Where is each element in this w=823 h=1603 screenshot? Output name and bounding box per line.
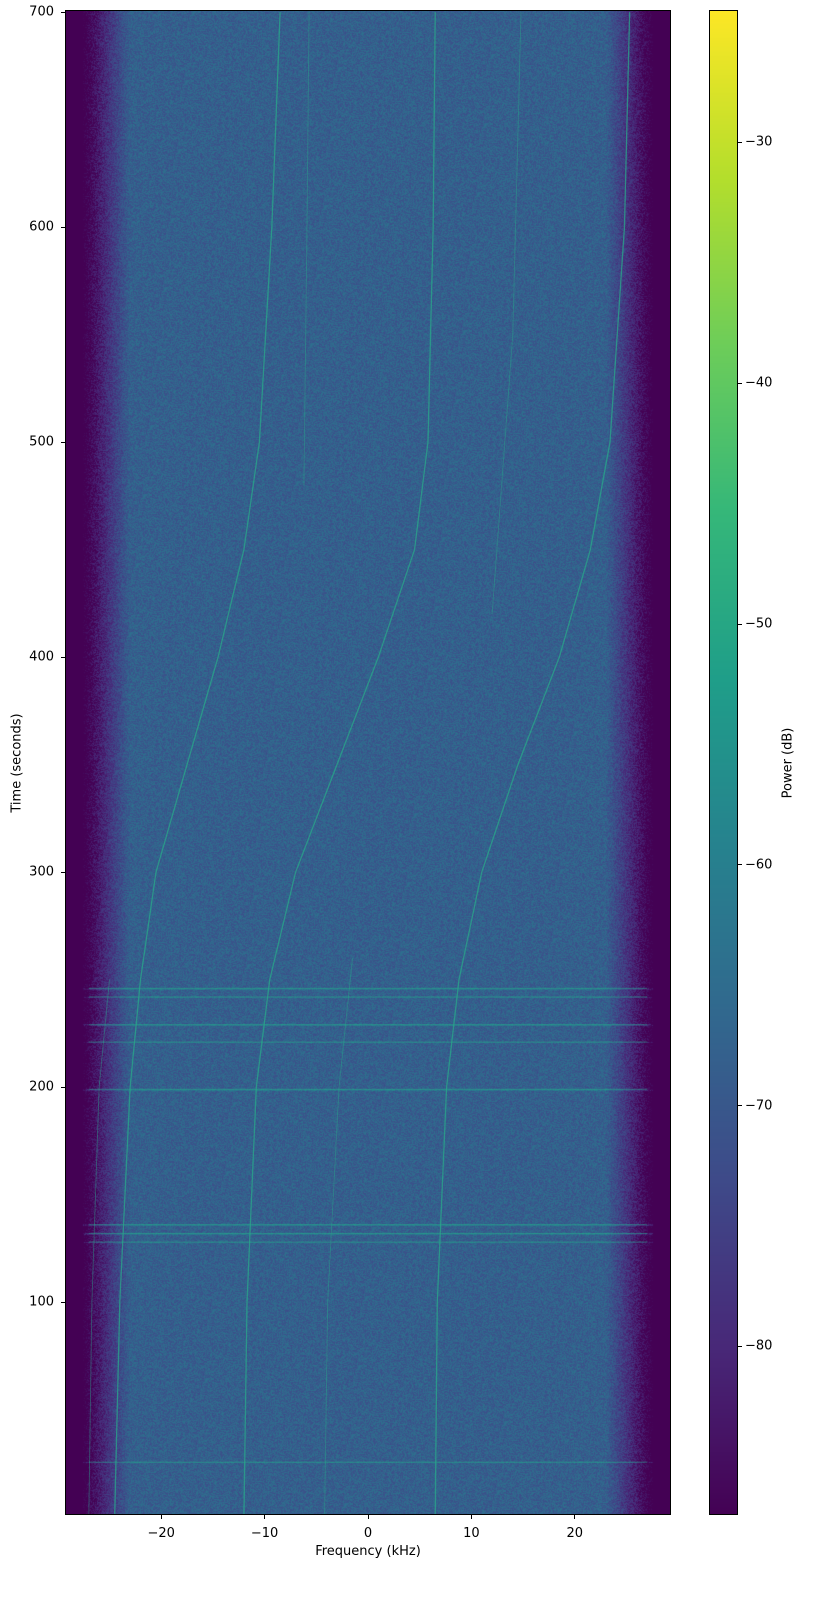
x-axis-label: Frequency (kHz) (315, 1544, 421, 1559)
x-tick-mark (574, 1515, 576, 1519)
trace-overlay (88, 12, 648, 1515)
colorbar-tick-mark (738, 141, 742, 143)
x-tick-label: 0 (363, 1526, 373, 1541)
y-tick-label: 600 (29, 219, 54, 235)
signal-trace-3 (434, 12, 631, 1515)
y-tick-mark (61, 441, 65, 443)
x-tick-label: −20 (147, 1526, 175, 1541)
y-tick-mark (61, 1301, 65, 1303)
colorbar-tick-label: −50 (745, 616, 773, 632)
signal-trace-7 (491, 12, 522, 615)
x-tick-mark (470, 1515, 472, 1519)
colorbar-tick-label: −70 (745, 1098, 773, 1114)
colorbar-tick-label: −30 (745, 134, 773, 150)
colorbar-tick-mark (738, 382, 742, 384)
y-tick-mark (61, 11, 65, 13)
colorbar-tick-label: −60 (745, 857, 773, 873)
colorbar-tick-mark (738, 1105, 742, 1107)
y-tick-mark (61, 656, 65, 658)
x-tick-mark (367, 1515, 369, 1519)
colorbar-tick-label: −80 (745, 1338, 773, 1354)
colorbar-tick-label: −40 (745, 375, 773, 391)
signal-trace-1 (114, 12, 281, 1515)
colorbar-tick-mark (738, 864, 742, 866)
y-tick-mark (61, 871, 65, 873)
colorbar-frame (709, 10, 738, 1515)
signal-trace-6 (303, 12, 310, 486)
y-tick-label: 500 (29, 434, 54, 450)
x-tick-mark (160, 1515, 162, 1519)
colorbar (709, 10, 738, 1515)
spectrogram-heatmap (65, 10, 671, 1515)
signal-trace-2 (243, 12, 436, 1515)
y-axis-label: Time (seconds) (9, 713, 25, 813)
colorbar-label: Power (dB) (780, 727, 796, 799)
y-tick-mark (61, 226, 65, 228)
colorbar-tick-mark (738, 1345, 742, 1347)
y-tick-mark (61, 1086, 65, 1088)
x-tick-mark (264, 1515, 266, 1519)
signal-trace-5 (324, 958, 353, 1515)
y-tick-label: 100 (29, 1294, 54, 1310)
y-tick-label: 700 (29, 4, 54, 20)
spectrogram-plot-area (65, 10, 671, 1515)
signal-trace-4 (88, 979, 110, 1515)
y-tick-label: 400 (29, 649, 54, 665)
colorbar-tick-mark (738, 623, 742, 625)
colorbar-gradient (709, 10, 738, 1515)
y-tick-label: 300 (29, 864, 54, 880)
x-tick-label: 10 (463, 1526, 480, 1541)
x-tick-label: −10 (250, 1526, 279, 1541)
x-tick-label: 20 (566, 1526, 584, 1541)
y-tick-label: 200 (29, 1079, 54, 1095)
